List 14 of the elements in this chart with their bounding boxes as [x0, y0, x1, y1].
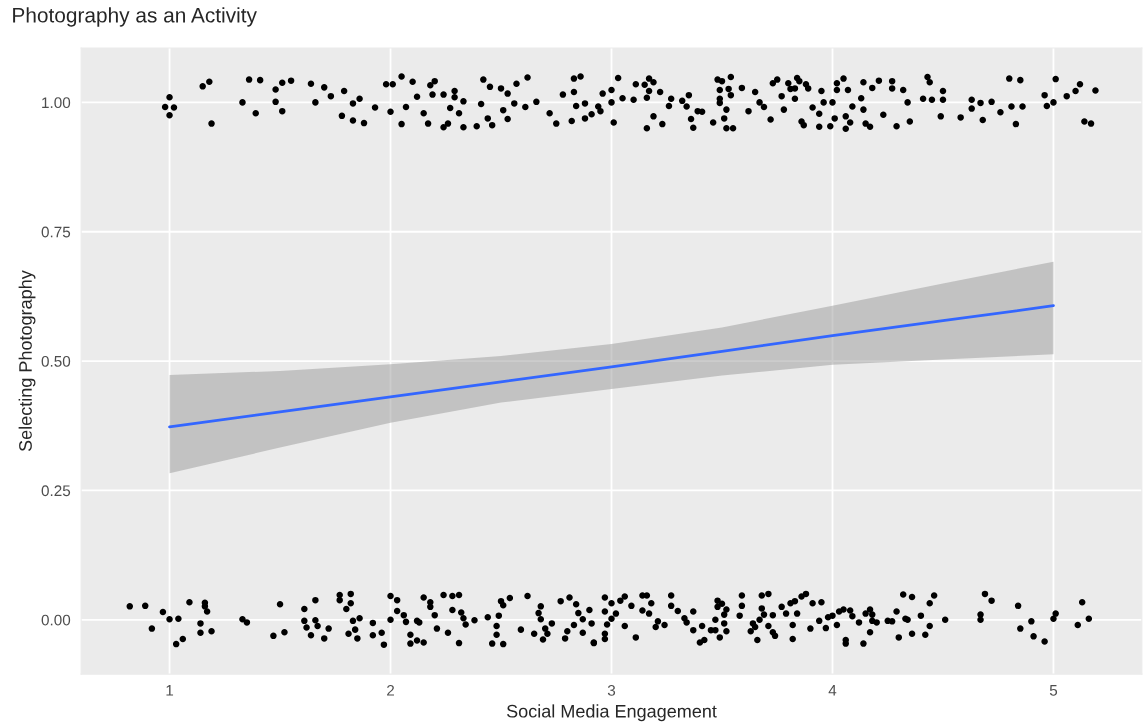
x-tick-label: 2: [387, 684, 395, 696]
line-series: [168, 304, 1055, 429]
y-axis-title: Selecting Photography: [18, 270, 36, 452]
x-axis-title: Social Media Engagement: [506, 704, 717, 722]
y-tick-label: 0.50: [41, 355, 71, 367]
x-tick-label: 4: [828, 685, 837, 696]
x-tick-label: 3: [607, 684, 616, 696]
y-tick-label: 0.75: [41, 226, 71, 238]
chart-title: Photography as an Activity: [13, 7, 257, 27]
y-tick-label: 0.25: [41, 485, 71, 497]
x-tick-label: 1: [166, 685, 174, 696]
y-tick-label: 1.00: [42, 97, 71, 109]
x-tick-label: 5: [1049, 685, 1058, 696]
y-tick-label: 0.00: [41, 614, 71, 626]
